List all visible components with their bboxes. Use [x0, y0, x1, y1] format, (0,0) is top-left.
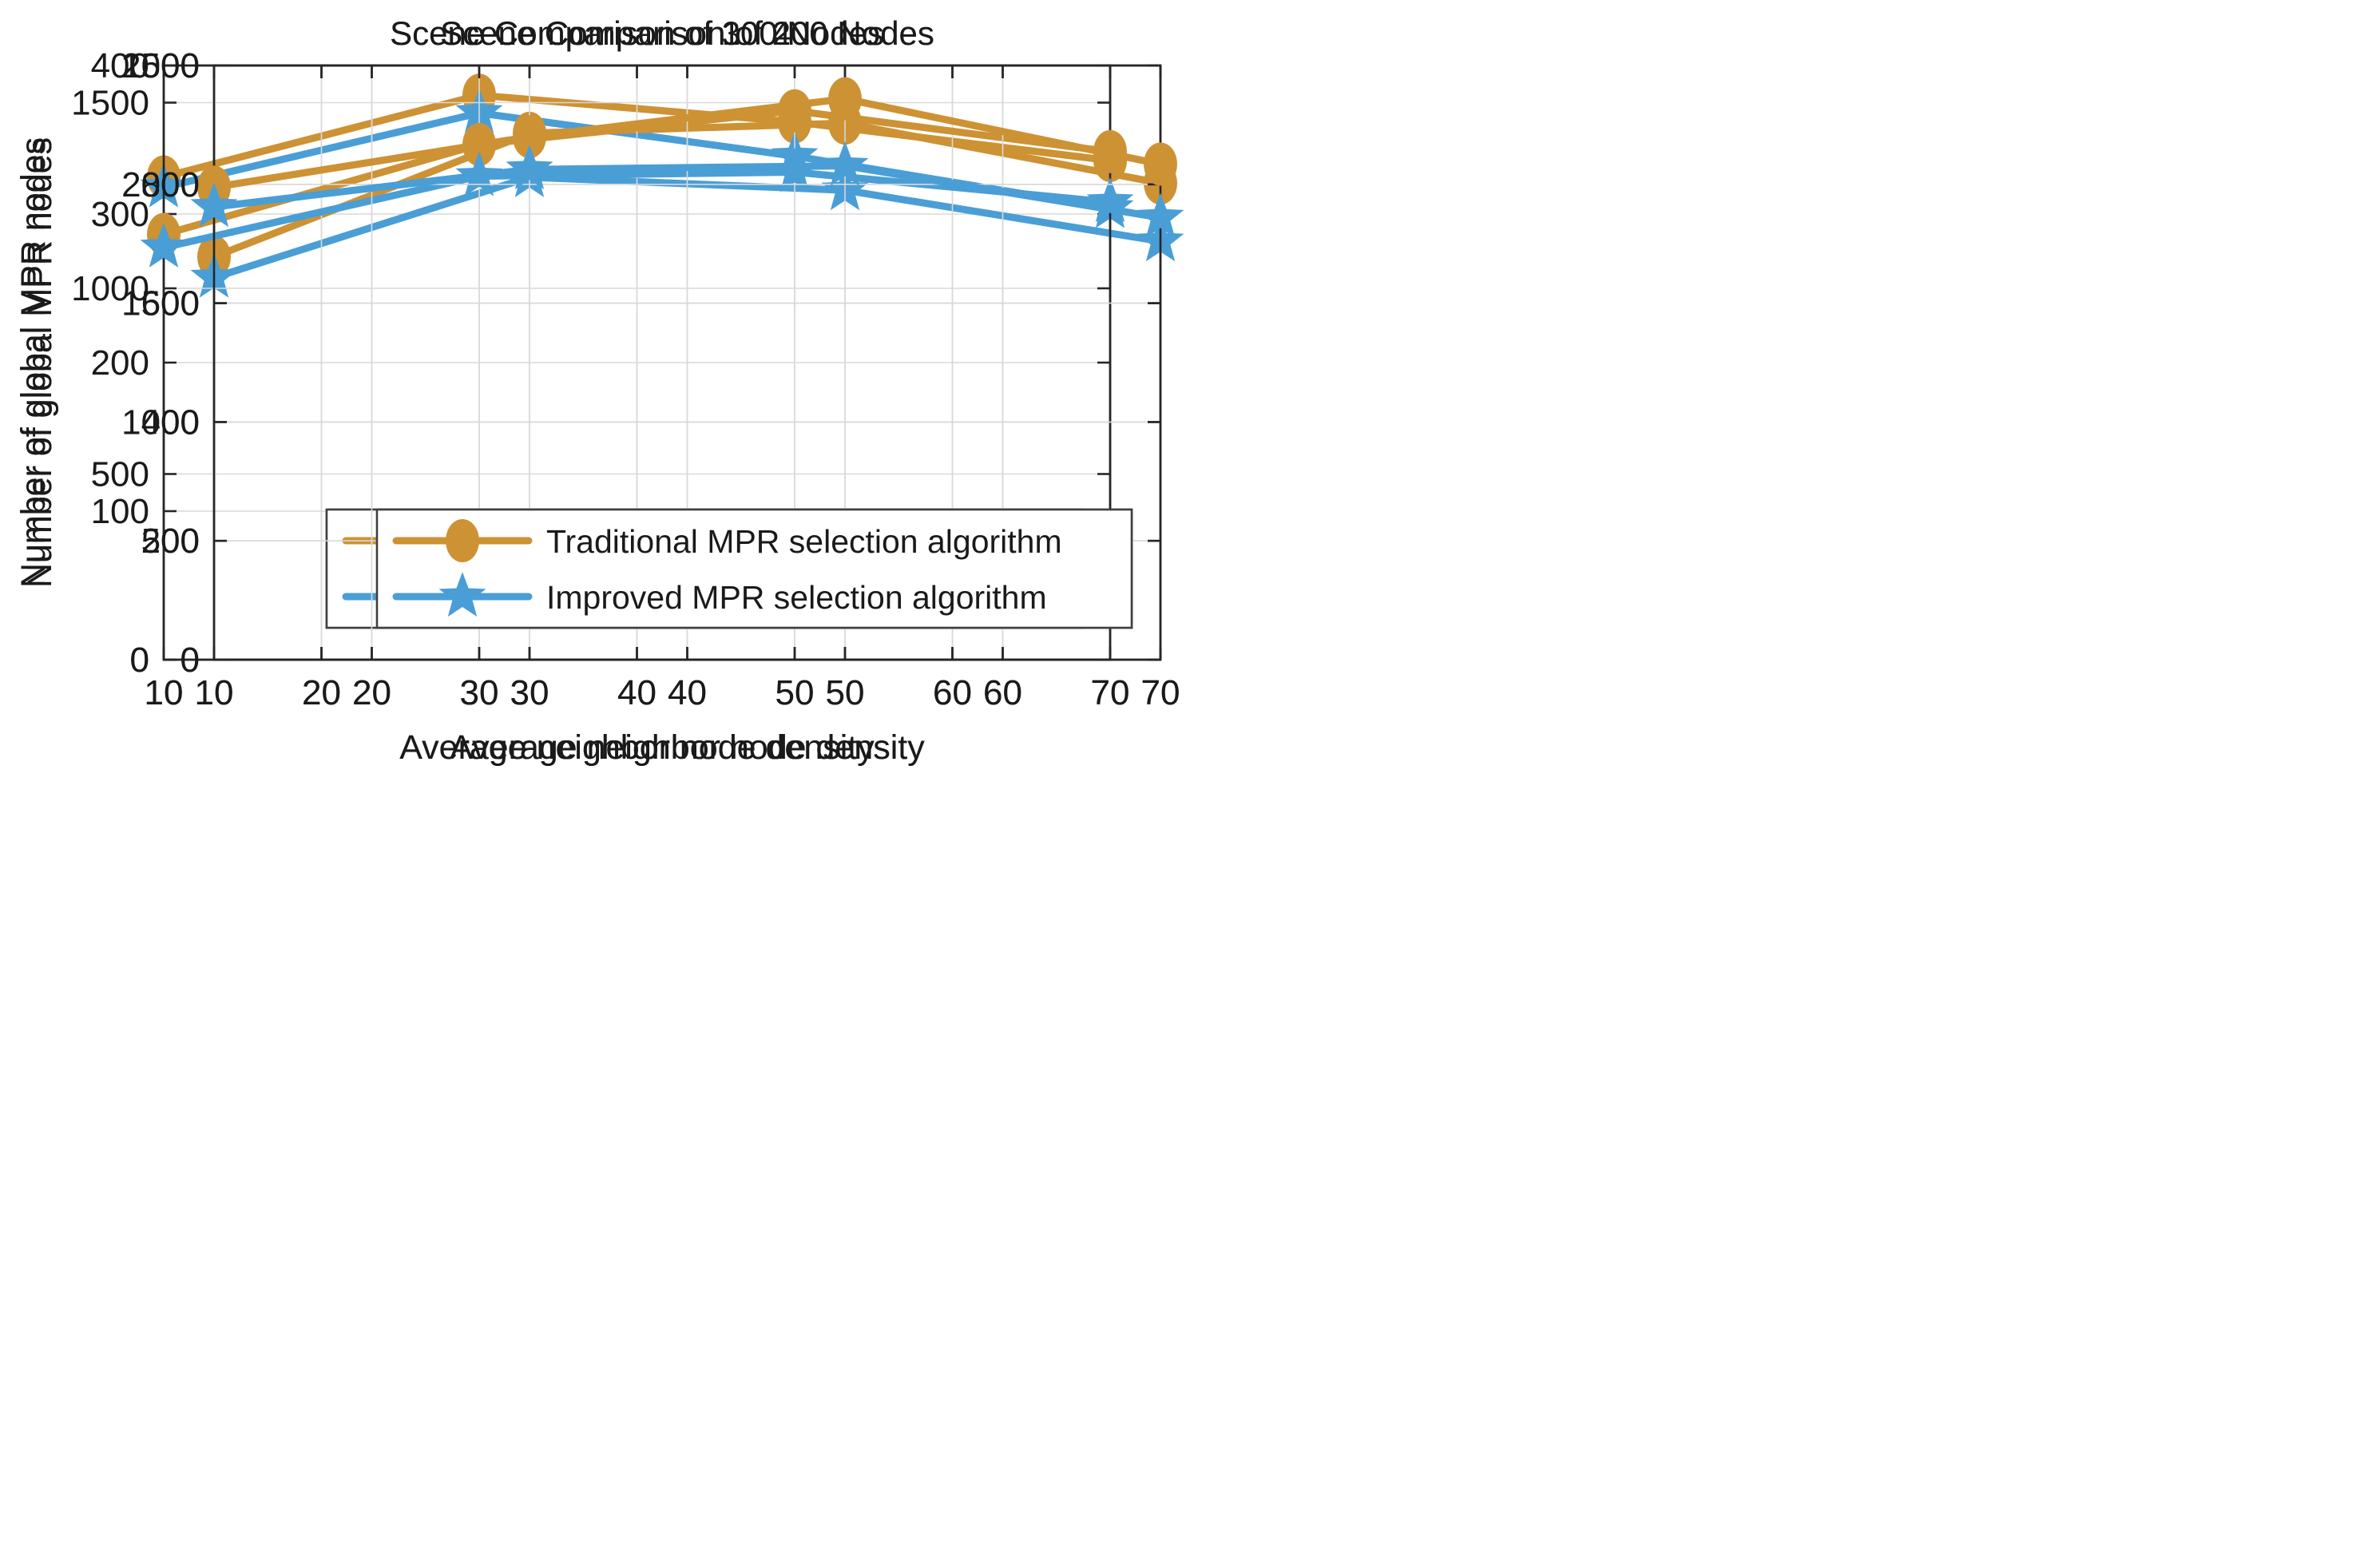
- x-tick-label: 50: [826, 673, 865, 712]
- series-line-improved: [210, 162, 1164, 221]
- x-tick-label: 10: [145, 673, 184, 712]
- legend-label: Traditional MPR selection algorithm: [546, 523, 1062, 560]
- legend-box: [375, 508, 1133, 629]
- x-tick-label: 30: [460, 673, 499, 712]
- y-tick-label: 400: [141, 403, 200, 442]
- x-tick-label: 60: [933, 673, 972, 712]
- y-tick-label: 0: [130, 641, 149, 680]
- x-tick-label: 20: [302, 673, 341, 712]
- y-tick-label: 500: [91, 455, 149, 494]
- chart-title: Scene Comparison of 200 Nodes: [440, 14, 934, 52]
- legend-label: Improved MPR selection algorithm: [546, 579, 1047, 616]
- x-tick-label: 40: [668, 673, 707, 712]
- x-tick-label: 70: [1141, 673, 1180, 712]
- y-tick-label: 100: [91, 492, 149, 531]
- legend-marker-circle: [446, 519, 479, 562]
- y-tick-label: 200: [141, 522, 200, 561]
- x-tick-label: 30: [510, 673, 549, 712]
- x-tick-label: 70: [1091, 673, 1130, 712]
- y-tick-label: 0: [180, 641, 200, 680]
- chart-400-nodes-svg: 10 20 30 40 50 60 7005001000150020002500Scene …: [21, 14, 1184, 767]
- y-tick-label: 0: [130, 641, 149, 680]
- x-tick-label: 10: [145, 673, 184, 712]
- y-tick-label: 800: [141, 165, 200, 204]
- legend-marker-star: [438, 572, 486, 617]
- y-tick-label: 1500: [121, 284, 200, 323]
- y-tick-label: 300: [91, 195, 149, 234]
- y-tick-label: 1000: [71, 269, 149, 308]
- y-tick-label: 1000: [121, 403, 200, 442]
- y-axis-label: Number of global MPR nodes: [21, 137, 59, 588]
- x-tick-label: 10: [195, 673, 234, 712]
- x-tick-label: 60: [933, 673, 972, 712]
- x-axis-label: Average neighbor node density: [450, 728, 925, 767]
- y-tick-label: 500: [141, 522, 200, 561]
- data-point-improved: [506, 145, 553, 190]
- x-tick-label: 40: [617, 673, 656, 712]
- series-line-traditional: [160, 107, 1114, 239]
- x-axis-label: Average neighbor node density: [399, 728, 875, 767]
- x-tick-label: 20: [352, 673, 391, 712]
- y-tick-label: 600: [141, 284, 200, 323]
- y-tick-label: 400: [91, 46, 149, 85]
- x-axis-label: Average neighbor node density: [450, 728, 925, 767]
- x-tick-label: 20: [302, 673, 341, 712]
- data-point-traditional: [1144, 142, 1177, 186]
- x-tick-label: 10: [195, 673, 234, 712]
- y-tick-label: 2500: [121, 46, 200, 85]
- chart-panel-400-nodes: 10 20 30 40 50 60 70 0 500 1000 1500 2000 2500 Scene …: [0, 0, 1190, 781]
- x-tick-label: 40: [617, 673, 656, 712]
- data-point-traditional: [778, 89, 811, 133]
- series-line-improved: [160, 169, 1114, 252]
- x-tick-label: 60: [983, 673, 1022, 712]
- chart-title: Scene Comparison of 300 Nodes: [390, 14, 884, 52]
- y-tick-label: 1500: [71, 84, 149, 123]
- series-line-traditional: [210, 95, 1164, 191]
- data-point-improved: [1136, 192, 1184, 238]
- x-tick-label: 60: [983, 673, 1022, 712]
- x-tick-label: 50: [826, 673, 865, 712]
- x-axis-label: Average neighbor node density: [399, 728, 875, 767]
- x-tick-label: 30: [460, 673, 499, 712]
- x-tick-label: 20: [352, 673, 391, 712]
- y-axis-label: Number of global MPR nodes: [14, 137, 53, 588]
- x-tick-label: 70: [1091, 673, 1130, 712]
- data-point-traditional: [828, 77, 862, 121]
- data-point-improved: [190, 182, 238, 228]
- x-tick-label: 40: [668, 673, 707, 712]
- x-tick-label: 70: [1141, 673, 1180, 712]
- data-point-improved: [1086, 177, 1134, 223]
- data-point-traditional: [513, 115, 546, 159]
- x-tick-label: 50: [775, 673, 815, 712]
- x-tick-label: 30: [510, 673, 549, 712]
- chart-title: Scene Comparison of 400 Nodes: [440, 14, 934, 52]
- y-tick-label: 200: [91, 343, 149, 383]
- chart-title: Scene Comparison of 100 Nodes: [390, 14, 884, 52]
- x-tick-label: 50: [775, 673, 815, 712]
- y-axis-label: Number of global MPR nodes: [21, 137, 59, 588]
- data-point-improved: [140, 222, 188, 268]
- data-point-improved: [821, 141, 869, 186]
- y-axis-label: Number of global MPR nodes: [14, 137, 53, 588]
- y-tick-label: 2000: [121, 165, 200, 204]
